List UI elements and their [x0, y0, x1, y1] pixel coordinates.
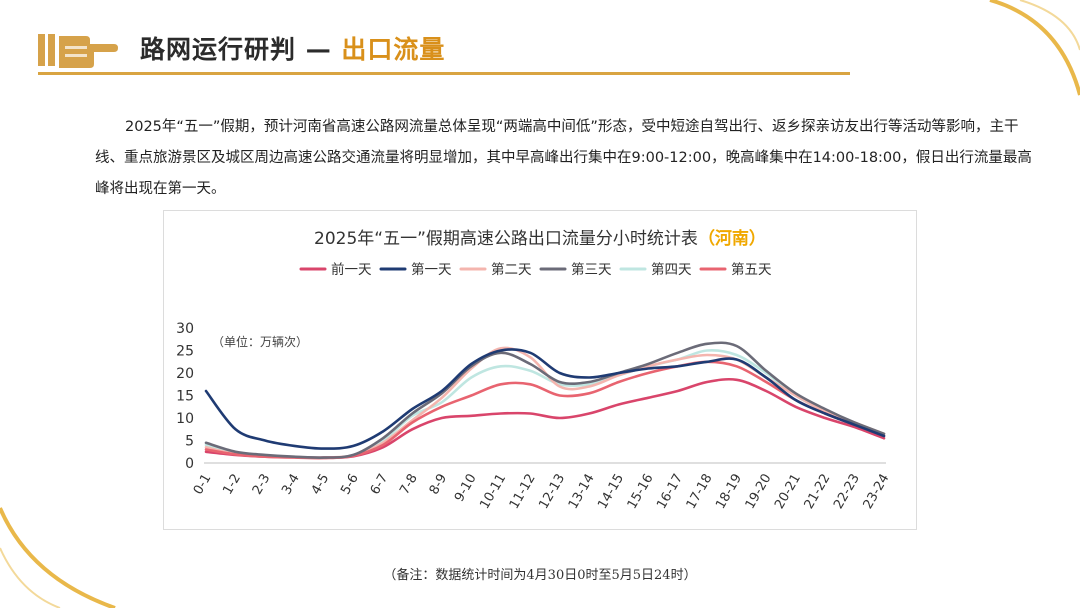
x-tick-label: 2-3	[250, 472, 274, 498]
x-tick-label: 13-14	[566, 472, 598, 512]
title-underline	[38, 72, 850, 75]
y-tick-label: 20	[176, 366, 194, 382]
legend-label: 第五天	[731, 261, 772, 278]
footnote: （备注：数据统计时间为4月30日0时至5月5日24时）	[383, 568, 697, 583]
x-tick-label: 21-22	[802, 472, 834, 512]
legend-label: 第二天	[491, 261, 532, 278]
x-tick-label: 15-16	[625, 472, 657, 512]
legend-label: 第四天	[651, 261, 692, 278]
chart-title-main: 2025年“五一”假期高速公路出口流量分小时统计表	[314, 229, 698, 249]
x-tick-label: 1-2	[220, 472, 244, 498]
unit-note: （单位：万辆次）	[212, 334, 308, 349]
series-line	[204, 349, 886, 459]
x-tick-label: 6-7	[368, 472, 392, 498]
series-line	[204, 341, 886, 459]
top-right-decor-arc	[989, 0, 1080, 96]
y-tick-label: 25	[176, 344, 194, 360]
x-tick-label: 8-9	[427, 472, 451, 498]
y-tick-label: 15	[176, 389, 194, 405]
x-tick-label: 4-5	[309, 472, 333, 498]
x-tick-label: 17-18	[684, 472, 716, 512]
x-tick-label: 22-23	[831, 472, 863, 512]
x-tick-label: 5-6	[338, 472, 362, 498]
y-tick-label: 30	[176, 321, 194, 337]
x-tick-label: 18-19	[713, 472, 745, 512]
legend-label: 第三天	[571, 261, 612, 278]
page-title: 路网运行研判 — 出口流量	[140, 30, 445, 66]
series-line	[204, 360, 886, 460]
chart-title: 2025年“五一”假期高速公路出口流量分小时统计表（河南）	[314, 228, 766, 249]
bottom-left-decor-arc	[0, 507, 116, 608]
x-tick-label: 11-12	[507, 472, 539, 512]
line-chart: 2025年“五一”假期高速公路出口流量分小时统计表（河南） 前一天 第一天 第二天 第三…	[176, 228, 893, 512]
x-tick-label: 20-21	[772, 472, 804, 512]
legend-label: 前一天	[331, 261, 372, 278]
x-tick-label: 23-24	[861, 472, 893, 512]
x-tick-label: 14-15	[595, 472, 627, 512]
page-title-accent: 出口流量	[341, 35, 446, 64]
y-tick-label: 10	[176, 411, 194, 427]
x-tick-label: 3-4	[279, 472, 303, 498]
page-title-main: 路网运行研判 —	[140, 35, 342, 64]
chart-panel: 2025年“五一”假期高速公路出口流量分小时统计表（河南） 前一天 第一天 第二天 第三…	[163, 210, 917, 530]
series-line	[204, 348, 886, 450]
x-tick-label: 7-8	[397, 472, 421, 498]
x-tick-label: 0-1	[191, 472, 215, 498]
legend-label: 第一天	[411, 261, 452, 278]
y-tick-label: 0	[185, 456, 194, 472]
intro-paragraph-block: 2025年“五一”假期，预计河南省高速公路网流量总体呈现“两端高中间低”形态，受…	[95, 112, 1035, 205]
intro-paragraph: 2025年“五一”假期，预计河南省高速公路网流量总体呈现“两端高中间低”形态，受…	[95, 119, 1032, 197]
x-tick-label: 16-17	[654, 472, 686, 512]
x-tick-label: 9-10	[452, 472, 480, 505]
y-tick-label: 5	[185, 434, 194, 450]
chart-title-highlight: （河南）	[698, 228, 766, 249]
x-tick-label: 12-13	[536, 472, 568, 512]
pointing-hand-icon	[38, 34, 118, 68]
x-tick-label: 10-11	[477, 472, 509, 512]
x-tick-label: 19-20	[743, 472, 775, 512]
